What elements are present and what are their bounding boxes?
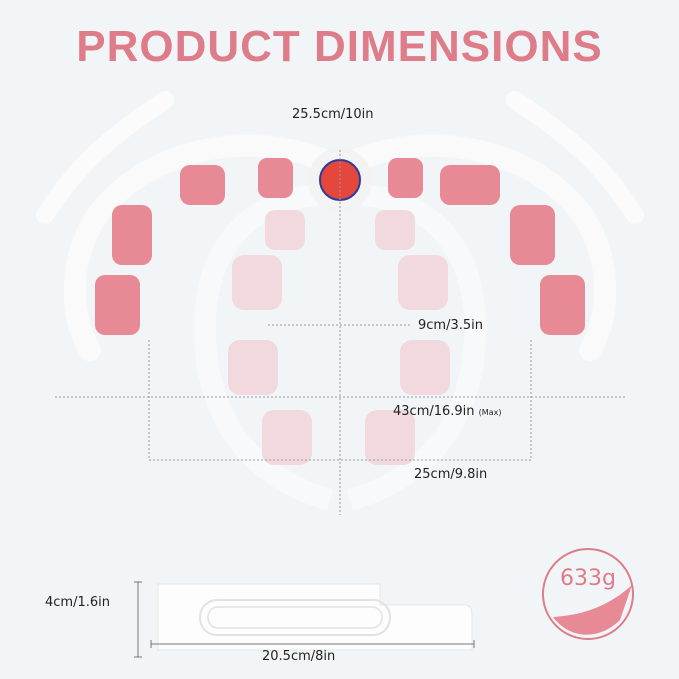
product-side-view (134, 581, 475, 658)
max-width-label: 43cm/16.9in (Max) (393, 404, 501, 419)
product-front-view (36, 91, 644, 361)
product-back-view (193, 183, 487, 511)
max-width-value: 43cm/16.9in (393, 404, 475, 419)
bottom-width-label: 25cm/9.8in (414, 467, 488, 482)
segment-length-label: 20.5cm/8in (262, 649, 336, 664)
top-width-label: 25.5cm/10in (292, 107, 374, 122)
page-title: PRODUCT DIMENSIONS (76, 22, 603, 71)
height-label: 4cm/1.6in (45, 595, 110, 610)
dimension-lines (55, 150, 627, 515)
inner-width-label: 9cm/3.5in (418, 318, 483, 333)
weight-value: 633g (560, 566, 616, 591)
weight-badge: 633g (542, 548, 634, 640)
max-note: (Max) (478, 408, 502, 417)
